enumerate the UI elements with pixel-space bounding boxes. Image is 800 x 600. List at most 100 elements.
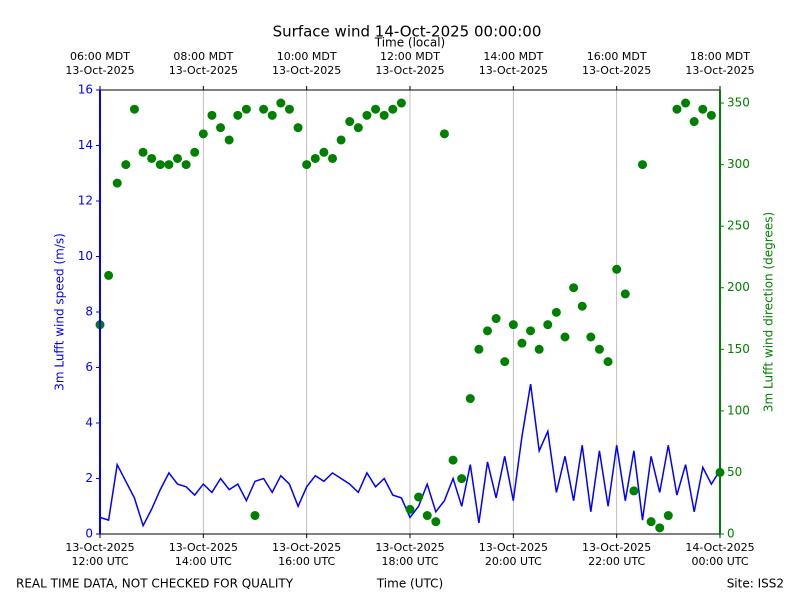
direction-point [396,98,406,108]
top-x-tick-label: 06:00 MDT 13-Oct-2025 [65,50,135,77]
direction-point [371,104,381,114]
direction-point [207,110,217,120]
direction-point [526,326,536,336]
direction-point [353,123,363,133]
y-tick-label: 10 [78,249,93,263]
direction-point [129,104,139,114]
direction-point [560,332,570,342]
direction-point [577,301,587,311]
y2-tick-label: 50 [727,465,742,479]
direction-point [121,160,131,170]
direction-point [474,344,484,354]
direction-point [164,160,174,170]
y2-tick-label: 300 [727,157,750,171]
direction-point [198,129,208,139]
direction-point [190,147,200,157]
x-tick-label: 13-Oct-2025 22:00 UTC [582,541,652,568]
direction-point [173,153,182,163]
y-tick-label: 0 [85,527,93,541]
direction-point [241,104,251,114]
direction-point [655,523,665,533]
direction-point [284,104,294,114]
top-x-tick-label: 12:00 MDT 13-Oct-2025 [375,50,445,77]
top-axis-title: Time (local) [374,36,446,50]
direction-point [431,517,441,527]
y2-axis-title: 3m Lufft wind direction (degrees) [762,212,776,412]
x-tick-label: 13-Oct-2025 14:00 UTC [168,541,238,568]
direction-point [448,455,458,465]
direction-point [586,332,596,342]
x-tick-label: 13-Oct-2025 18:00 UTC [375,541,445,568]
direction-point [328,153,337,163]
direction-point [181,160,191,170]
y-tick-label: 6 [85,360,93,374]
direction-point [259,104,269,114]
y2-tick-label: 150 [727,342,750,356]
direction-point [698,104,708,114]
direction-point [689,117,699,127]
y2-tick-label: 200 [727,280,750,294]
y-tick-label: 12 [78,194,93,208]
direction-point [216,123,226,133]
direction-point [681,98,691,108]
y-tick-label: 16 [78,83,93,97]
direction-point [250,511,260,521]
y2-tick-label: 250 [727,219,750,233]
direction-point [646,517,656,527]
direction-point [233,110,243,120]
direction-point [293,123,303,133]
direction-point [612,264,622,274]
direction-point [388,104,398,114]
x-tick-label: 13-Oct-2025 20:00 UTC [478,541,548,568]
chart-title: Surface wind 14-Oct-2025 00:00:00 [273,23,542,41]
top-x-tick-label: 16:00 MDT 13-Oct-2025 [582,50,652,77]
direction-point [629,486,639,496]
top-x-tick-label: 08:00 MDT 13-Oct-2025 [168,50,238,77]
direction-point [319,147,329,157]
y-tick-label: 4 [85,416,93,430]
direction-point [594,344,604,354]
footer-note: REAL TIME DATA, NOT CHECKED FOR QUALITY [16,577,294,591]
direction-point [112,178,122,188]
y-axis-title: 3m Lufft wind speed (m/s) [53,233,67,391]
direction-point [422,511,432,521]
direction-point [414,492,424,502]
direction-point [638,160,647,170]
site-label: Site: ISS2 [727,577,784,591]
direction-point [465,394,475,404]
x-tick-label: 13-Oct-2025 12:00 UTC [65,541,135,568]
direction-point [457,474,467,484]
direction-point [551,307,561,317]
top-x-tick-label: 14:00 MDT 13-Oct-2025 [478,50,548,77]
direction-point [620,289,630,299]
direction-point [491,314,501,324]
top-x-tick-label: 18:00 MDT 13-Oct-2025 [685,50,755,77]
direction-point [276,98,286,108]
direction-point [379,110,389,120]
x-tick-label: 13-Oct-2025 16:00 UTC [272,541,342,568]
direction-point [362,110,372,120]
y-tick-label: 2 [85,471,93,485]
direction-point [663,511,673,521]
direction-point [405,504,415,514]
direction-point [439,129,449,139]
direction-point [706,110,716,120]
y2-tick-label: 100 [727,403,750,417]
direction-point [500,357,510,367]
direction-point [534,344,544,354]
top-x-tick-label: 10:00 MDT 13-Oct-2025 [272,50,342,77]
x-tick-label: 14-Oct-2025 00:00 UTC [685,541,755,568]
direction-point [672,104,682,114]
direction-point [336,135,346,145]
direction-point [569,283,579,293]
x-axis-title: Time (UTC) [376,577,443,591]
direction-point [302,160,312,170]
direction-point [267,110,277,120]
direction-point [603,357,613,367]
direction-point [104,270,114,280]
direction-point [138,147,148,157]
direction-point [517,338,527,348]
direction-point [155,160,165,170]
y-tick-label: 8 [85,305,93,319]
